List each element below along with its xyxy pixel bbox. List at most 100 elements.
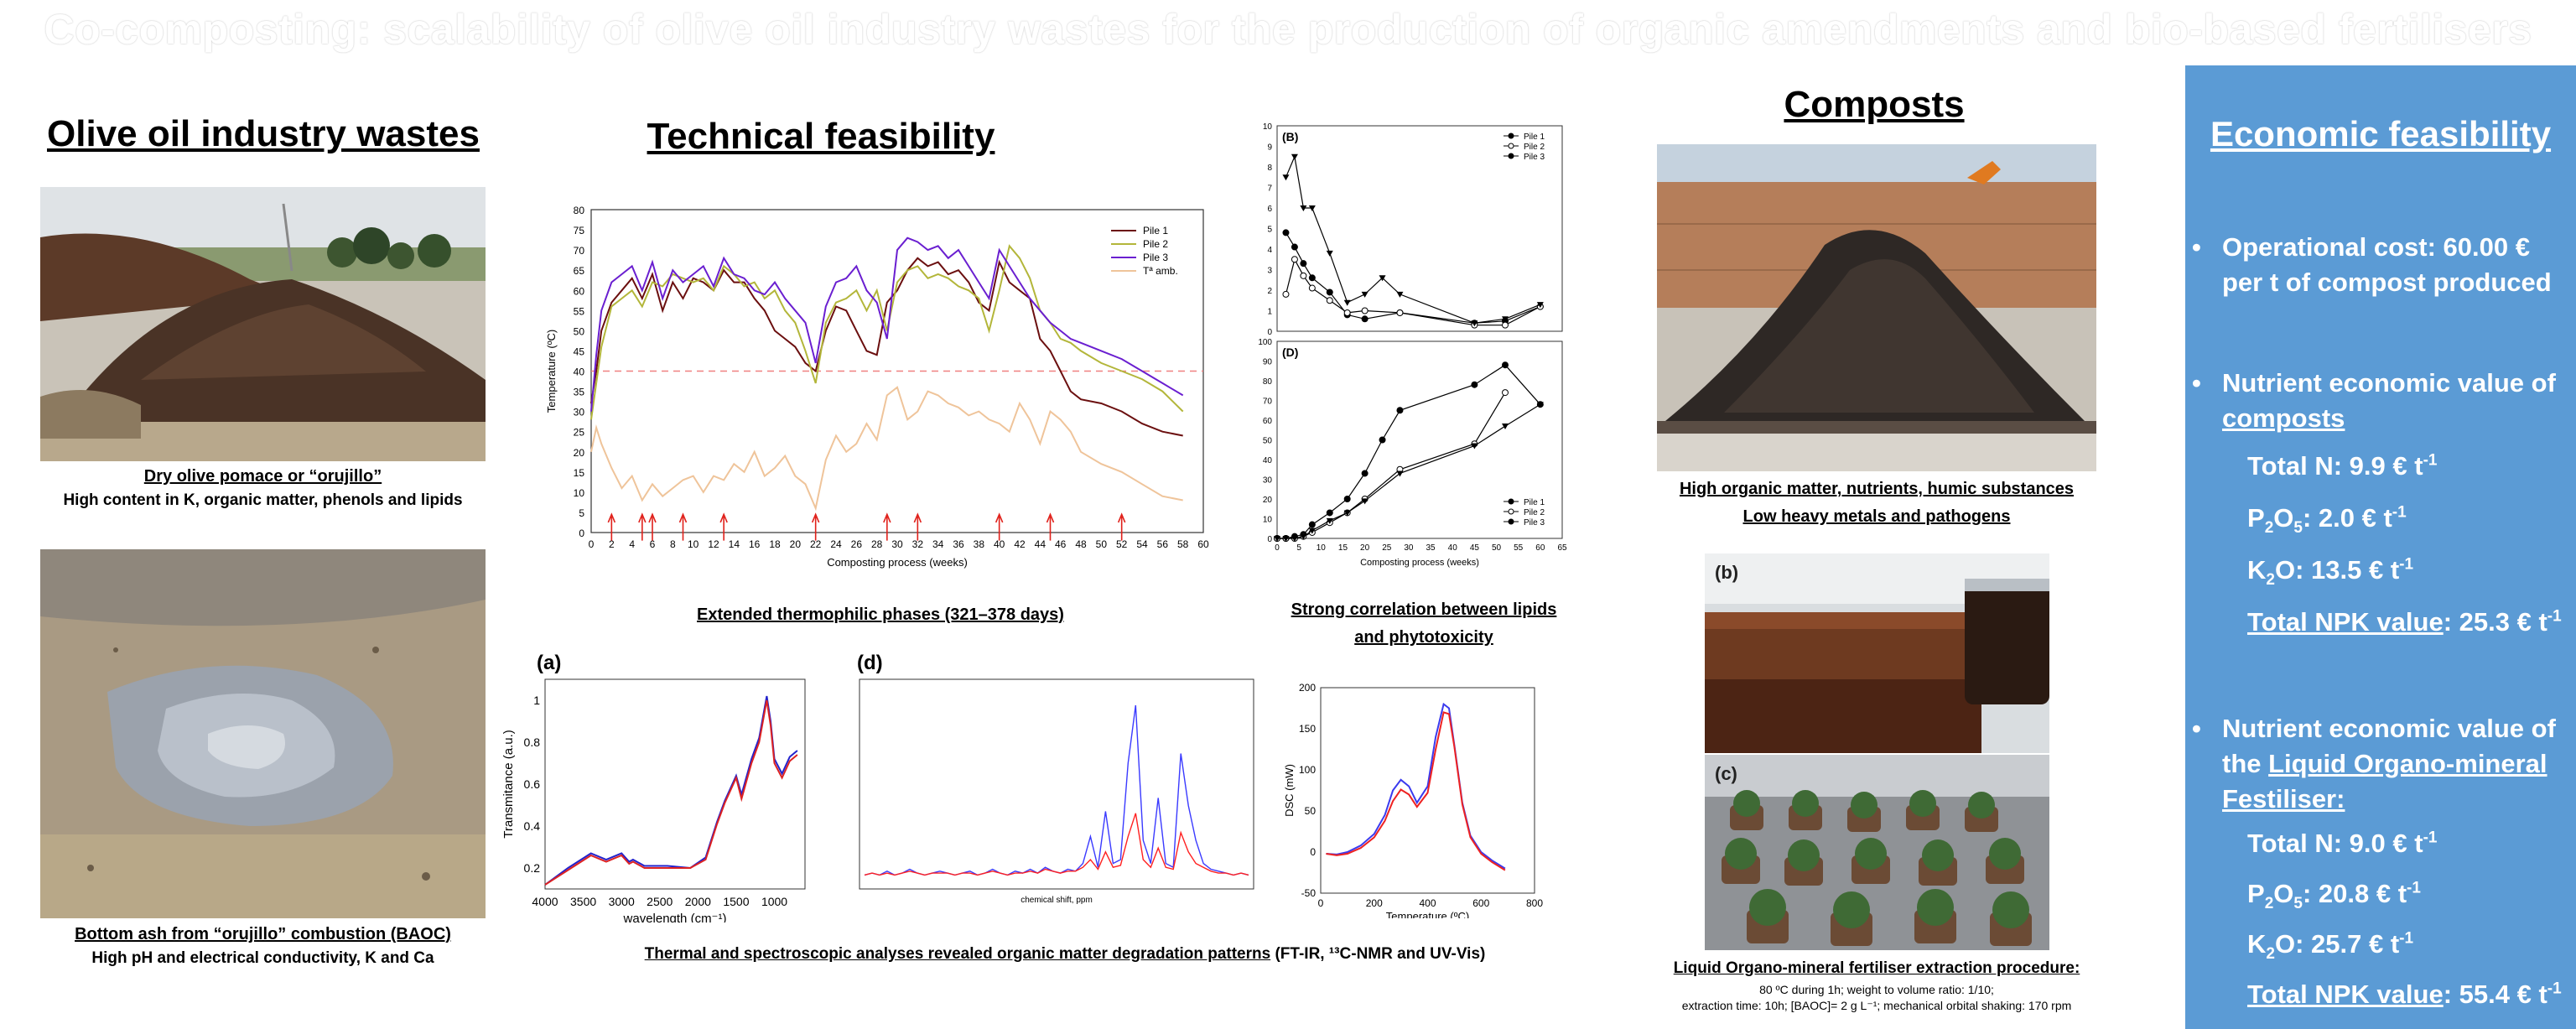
bullet-dot: • bbox=[2192, 714, 2201, 743]
y-tick-label: 5 bbox=[1267, 226, 1272, 235]
x-tick-label: 50 bbox=[1492, 543, 1502, 553]
data-point bbox=[1536, 302, 1544, 309]
caption-compost-2: Low heavy metals and pathogens bbox=[1742, 507, 2011, 526]
bullet-liquid-value: • Nutrient economic value of the Liquid … bbox=[2192, 711, 2556, 817]
y-tick-label: 40 bbox=[1263, 456, 1273, 465]
data-point bbox=[1502, 361, 1509, 369]
x-tick-label: 2000 bbox=[685, 895, 711, 908]
photo-olive-pomace bbox=[40, 187, 486, 461]
bullet-dot: • bbox=[2192, 368, 2201, 398]
y-tick-label: 80 bbox=[1263, 377, 1273, 387]
liquid-n-value: Total N: 9.0 € t-1 bbox=[2247, 829, 2438, 858]
olive-pomace-image bbox=[40, 187, 486, 461]
data-point bbox=[1502, 316, 1509, 323]
y-tick-label: 6 bbox=[1267, 205, 1272, 214]
x-tick-label: 3000 bbox=[609, 895, 635, 908]
data-point bbox=[1343, 496, 1351, 502]
x-tick-label: 26 bbox=[851, 538, 863, 550]
x-tick-label: 20 bbox=[1360, 543, 1370, 553]
data-point bbox=[1471, 443, 1478, 450]
series-line bbox=[1285, 154, 1541, 324]
legend-label: Pile 3 bbox=[1524, 153, 1545, 162]
x-tick-label: 30 bbox=[1404, 543, 1414, 553]
x-tick-label: 5 bbox=[1296, 543, 1301, 553]
data-point bbox=[1282, 174, 1290, 181]
data-point bbox=[1291, 256, 1298, 263]
y-tick-label: 90 bbox=[1263, 358, 1273, 367]
y-tick-label: 200 bbox=[1299, 682, 1316, 694]
data-point bbox=[1361, 315, 1368, 323]
chart-d: 0 10 20 30 40 50 60 70 80 90 100 0 5 10 15 20 25 30 35 40 45… bbox=[1258, 338, 1567, 568]
x-tick-label: 65 bbox=[1557, 543, 1567, 553]
turning-arrow-head bbox=[648, 512, 657, 523]
x-tick-label: 22 bbox=[810, 538, 822, 550]
data-point bbox=[1308, 274, 1316, 282]
y-tick-label: 100 bbox=[1258, 338, 1272, 347]
y-tick-label: 60 bbox=[1263, 417, 1273, 426]
x-tick-label: 6 bbox=[650, 538, 656, 550]
y-tick-label: 20 bbox=[574, 447, 585, 459]
compost-total-value: Total NPK value: 25.3 € t-1 bbox=[2247, 607, 2562, 637]
poster-title: Co-composting: scalability of olive oil … bbox=[44, 6, 2532, 53]
legend-label: Pile 2 bbox=[1143, 238, 1168, 250]
turning-arrow-head bbox=[719, 512, 728, 523]
panel-title: (a) bbox=[537, 652, 561, 674]
x-tick-label: 20 bbox=[790, 538, 802, 550]
y-tick-label: 10 bbox=[1263, 122, 1273, 132]
y-tick-label: 25 bbox=[574, 427, 585, 439]
x-tick-label: 16 bbox=[749, 538, 761, 550]
x-tick-label: 30 bbox=[891, 538, 903, 550]
y-tick-label: 45 bbox=[574, 346, 585, 357]
y-tick-label: 80 bbox=[574, 205, 585, 216]
y-tick-label: 70 bbox=[1263, 398, 1273, 407]
data-point bbox=[1343, 510, 1351, 517]
data-point bbox=[1300, 272, 1307, 279]
y-tick-label: 8 bbox=[1267, 164, 1272, 173]
data-point bbox=[1502, 389, 1509, 397]
panel-label-c: (c) bbox=[1715, 763, 1737, 784]
x-axis-label: chemical shift, ppm bbox=[1021, 896, 1093, 905]
turning-arrow-head bbox=[1046, 512, 1055, 523]
turning-arrow-head bbox=[811, 512, 820, 523]
data-point bbox=[1396, 407, 1404, 414]
x-tick-label: 12 bbox=[708, 538, 719, 550]
data-point bbox=[1361, 307, 1368, 314]
economic-panel: Economic feasibility • Operational cost:… bbox=[2185, 65, 2576, 1029]
x-tick-label: 15 bbox=[1338, 543, 1348, 553]
bullet-dot: • bbox=[2192, 232, 2201, 262]
heading-composts: Composts bbox=[1784, 84, 1965, 125]
x-tick-label: 10 bbox=[1317, 543, 1327, 553]
legend-marker bbox=[1508, 143, 1514, 149]
y-tick-label: 0.4 bbox=[524, 819, 541, 833]
x-tick-label: 4000 bbox=[532, 895, 558, 908]
x-tick-label: 36 bbox=[953, 538, 964, 550]
data-point bbox=[1282, 290, 1290, 298]
panel-title: (B) bbox=[1282, 130, 1298, 143]
x-tick-label: 58 bbox=[1177, 538, 1189, 550]
x-tick-label: 14 bbox=[729, 538, 740, 550]
x-tick-label: 38 bbox=[974, 538, 985, 550]
x-tick-label: 46 bbox=[1055, 538, 1067, 550]
x-tick-label: 28 bbox=[871, 538, 883, 550]
x-tick-label: 4 bbox=[629, 538, 635, 550]
bullet-compost-value: • Nutrient economic value of composts bbox=[2192, 366, 2556, 436]
x-tick-label: 2 bbox=[609, 538, 615, 550]
x-tick-label: 60 bbox=[1535, 543, 1545, 553]
y-tick-label: -50 bbox=[1301, 887, 1317, 899]
pomace-description: High content in K, organic matter, pheno… bbox=[63, 491, 463, 509]
plot-frame bbox=[544, 678, 806, 890]
x-tick-label: 0 bbox=[1318, 897, 1324, 909]
y-tick-label: 5 bbox=[579, 507, 584, 519]
data-point bbox=[1308, 205, 1316, 211]
series-line bbox=[590, 236, 1184, 412]
panel-label-b: (b) bbox=[1715, 562, 1738, 583]
y-tick-label: 50 bbox=[574, 325, 585, 337]
data-point bbox=[1343, 299, 1351, 306]
plants-image: (c) bbox=[1705, 755, 2049, 950]
pomace-title: Dry olive pomace or “orujillo” bbox=[143, 467, 382, 486]
y-tick-label: 2 bbox=[1267, 287, 1272, 296]
y-tick-label: 55 bbox=[574, 305, 585, 317]
data-point bbox=[1291, 243, 1298, 251]
turning-arrow-head bbox=[995, 512, 1004, 523]
